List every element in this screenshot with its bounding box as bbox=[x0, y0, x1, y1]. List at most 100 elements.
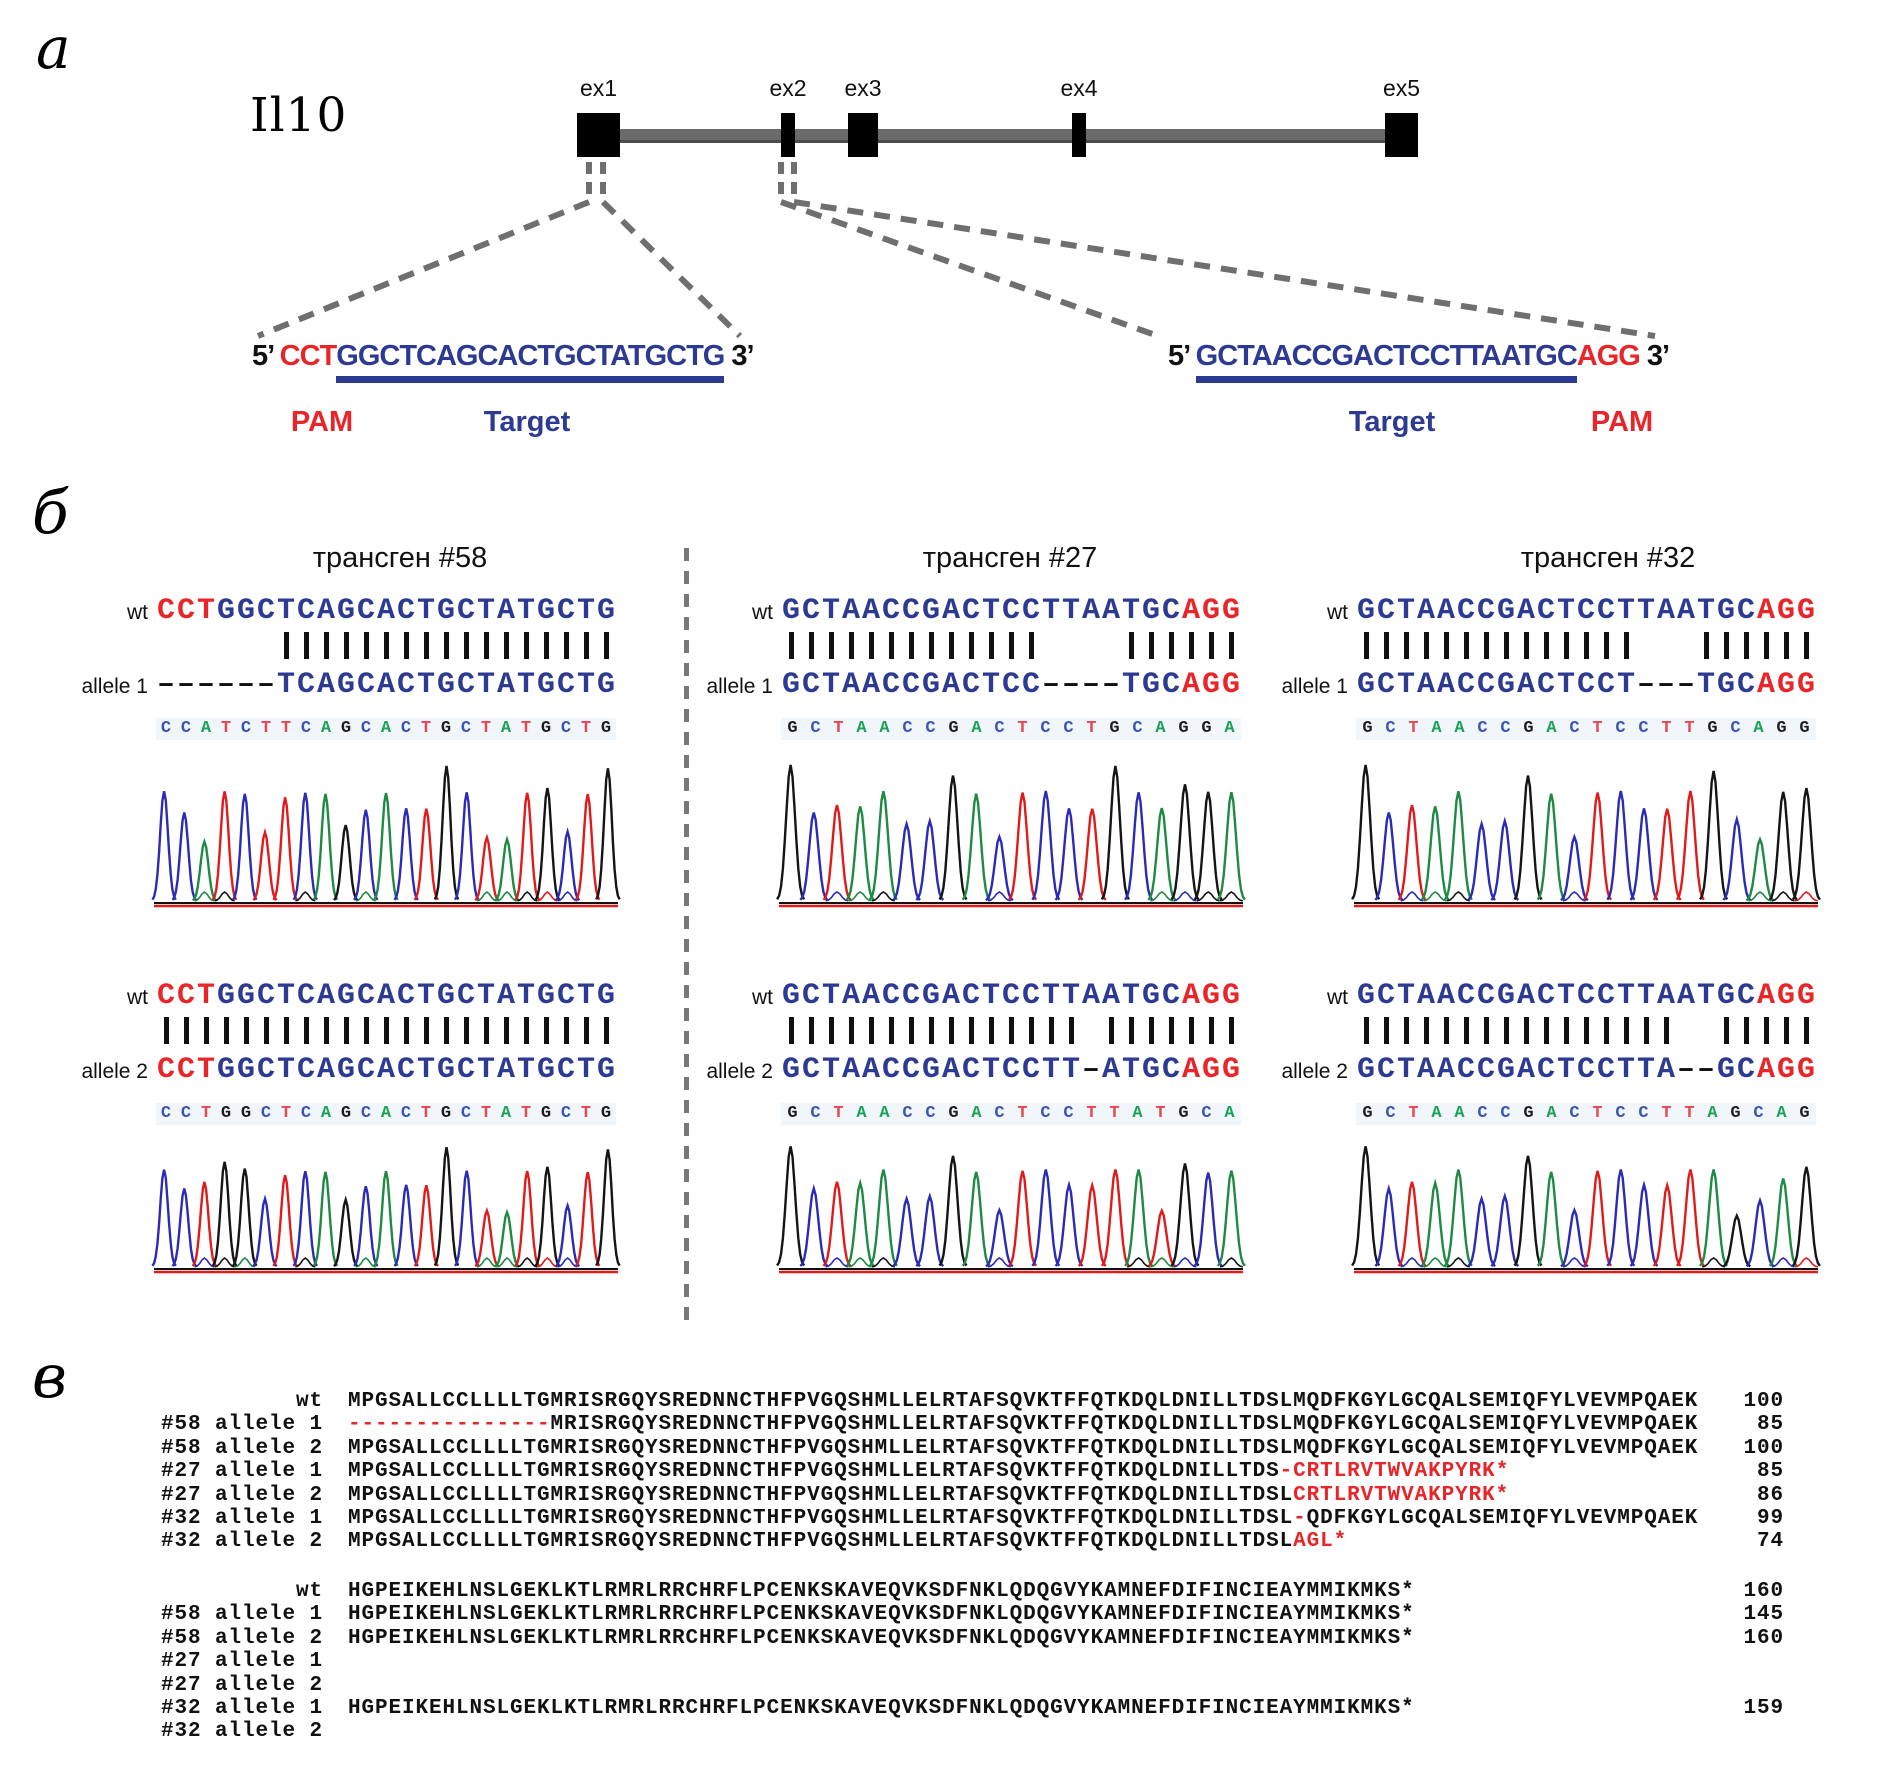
match-bar bbox=[483, 632, 489, 659]
left-target-sequence: 5’ CCTGGCTCAGCACTGCTATGCTG 3’ bbox=[252, 340, 755, 383]
residue-count: 85 bbox=[1756, 1460, 1784, 1484]
allele-sequence-row: G C T A A C C G A C T C C – – – – T G C A G G bbox=[781, 668, 1241, 702]
match-bar bbox=[1603, 1017, 1609, 1044]
alignment-row-label: #58 allele 2 bbox=[160, 1626, 323, 1650]
chromatogram-base-letter: T bbox=[200, 1104, 212, 1123]
match-bar-cell bbox=[476, 632, 496, 659]
match-bar-cell bbox=[1436, 1017, 1456, 1044]
residue-count: 160 bbox=[1743, 1580, 1784, 1603]
chromatogram-base-letter: A bbox=[1431, 719, 1442, 738]
match-bar bbox=[1763, 1017, 1769, 1044]
chromatogram-base-letter: C bbox=[1063, 1104, 1074, 1123]
chromatogram-base-letter: C bbox=[160, 719, 172, 738]
sequence-base: G bbox=[436, 1053, 455, 1087]
match-bar bbox=[1663, 1017, 1669, 1044]
match-bar-cell bbox=[1376, 632, 1396, 659]
sequence-base: T bbox=[516, 979, 535, 1013]
chromatogram-base-letter: C bbox=[810, 1104, 821, 1123]
match-bar-cell bbox=[981, 632, 1001, 659]
match-bar-cell bbox=[1656, 632, 1676, 659]
chromatogram-base-letter: A bbox=[1224, 719, 1235, 738]
sequence-base: A bbox=[1101, 1053, 1120, 1087]
match-bar bbox=[1743, 1017, 1749, 1044]
left-target-underlined: GGCTCAGCACTGCTATGCTG bbox=[336, 340, 725, 383]
protein-sequence-segment: MPGSALLCCLLLLTGMRISRGQYSREDNNCTHFPVGQSHM… bbox=[348, 1460, 1280, 1484]
protein-sequence-row: HGPEIKEHLNSLGEKLKTLRMRLRRCHRFLPCENKSKAVE… bbox=[348, 1697, 1415, 1720]
match-bar bbox=[243, 1017, 249, 1044]
sequence-base: T bbox=[1636, 594, 1655, 628]
match-bar-cell bbox=[1696, 632, 1716, 659]
match-bar bbox=[828, 632, 834, 659]
match-bar bbox=[563, 632, 569, 659]
sequence-base: G bbox=[1776, 979, 1795, 1013]
sequence-base: A bbox=[841, 979, 860, 1013]
sequence-base: C bbox=[1001, 979, 1020, 1013]
sequence-base: – bbox=[216, 668, 235, 702]
chromatogram-base-letter: A bbox=[1132, 1104, 1143, 1123]
match-bar-cell bbox=[1536, 1017, 1556, 1044]
sequence-base: A bbox=[1101, 594, 1120, 628]
sequence-base: C bbox=[396, 668, 415, 702]
sequence-base: A bbox=[1516, 668, 1535, 702]
match-bar-cell bbox=[1496, 1017, 1516, 1044]
match-bar-cell bbox=[1416, 632, 1436, 659]
chromatogram-base-letter: C bbox=[160, 1104, 172, 1123]
match-bar-cell bbox=[1736, 1017, 1756, 1044]
match-bar-cell bbox=[921, 632, 941, 659]
sequence-base: T bbox=[476, 668, 495, 702]
protein-sequence-row: MPGSALLCCLLLLTGMRISRGQYSREDNNCTHFPVGQSHM… bbox=[348, 1530, 1347, 1553]
sequence-base: T bbox=[1556, 979, 1575, 1013]
exon-label: ex5 bbox=[1383, 75, 1420, 101]
match-bar bbox=[1483, 1017, 1489, 1044]
match-bar bbox=[503, 632, 509, 659]
sequence-base: C bbox=[1456, 594, 1475, 628]
protein-sequence-row: MPGSALLCCLLLLTGMRISRGQYSREDNNCTHFPVGQSHM… bbox=[348, 1390, 1698, 1413]
residue-count: 85 bbox=[1756, 1413, 1784, 1437]
match-bar-cell bbox=[781, 1017, 801, 1044]
sequence-base: C bbox=[296, 594, 315, 628]
chromatogram-base-letter: T bbox=[580, 1104, 592, 1123]
match-bar-cell bbox=[1001, 632, 1021, 659]
chromatogram-base-letter: A bbox=[879, 1104, 890, 1123]
alignment-match-bars bbox=[781, 632, 1241, 659]
protein-sequence-segment: HGPEIKEHLNSLGEKLKTLRMRLRRCHRFLPCENKSKAVE… bbox=[348, 1626, 1415, 1650]
match-bar bbox=[1168, 1017, 1174, 1044]
sequence-base: A bbox=[941, 979, 960, 1013]
match-bar bbox=[1188, 632, 1194, 659]
match-bar bbox=[363, 632, 369, 659]
match-bar bbox=[223, 1017, 229, 1044]
match-bar bbox=[808, 1017, 814, 1044]
match-bar bbox=[423, 1017, 429, 1044]
sequence-base: G bbox=[921, 979, 940, 1013]
sequence-base: G bbox=[596, 979, 615, 1013]
alignment-match-bars bbox=[781, 1017, 1241, 1044]
match-bar-cell bbox=[841, 1017, 861, 1044]
chromatogram-base-letter: A bbox=[971, 719, 982, 738]
chromatogram-base-letter: C bbox=[180, 1104, 192, 1123]
chromatogram-base-letter: C bbox=[1132, 719, 1143, 738]
sequence-base: A bbox=[861, 1053, 880, 1087]
match-bar-cell bbox=[861, 632, 881, 659]
match-bar bbox=[523, 1017, 529, 1044]
sequence-base: C bbox=[296, 1053, 315, 1087]
protein-sequence-segment: MPGSALLCCLLLLTGMRISRGQYSREDNNCTHFPVGQSHM… bbox=[348, 1483, 1294, 1507]
sequence-base: C bbox=[801, 594, 820, 628]
sequence-base: C bbox=[356, 1053, 375, 1087]
chromatogram-base-letter: G bbox=[440, 719, 452, 738]
sequence-base: C bbox=[801, 979, 820, 1013]
chromatogram-base-letter: G bbox=[1707, 719, 1718, 738]
match-bar bbox=[163, 1017, 169, 1044]
match-bar-cell bbox=[1556, 632, 1576, 659]
zoom-connector-dashed-line bbox=[779, 199, 1160, 339]
match-bar-cell bbox=[821, 632, 841, 659]
sequence-base: G bbox=[1356, 594, 1375, 628]
sequence-row-label: wt bbox=[1327, 601, 1348, 624]
sequence-base: C bbox=[961, 668, 980, 702]
match-bar bbox=[1128, 1017, 1134, 1044]
match-bar bbox=[1623, 1017, 1629, 1044]
alignment-row-label: #58 allele 2 bbox=[160, 1436, 323, 1460]
